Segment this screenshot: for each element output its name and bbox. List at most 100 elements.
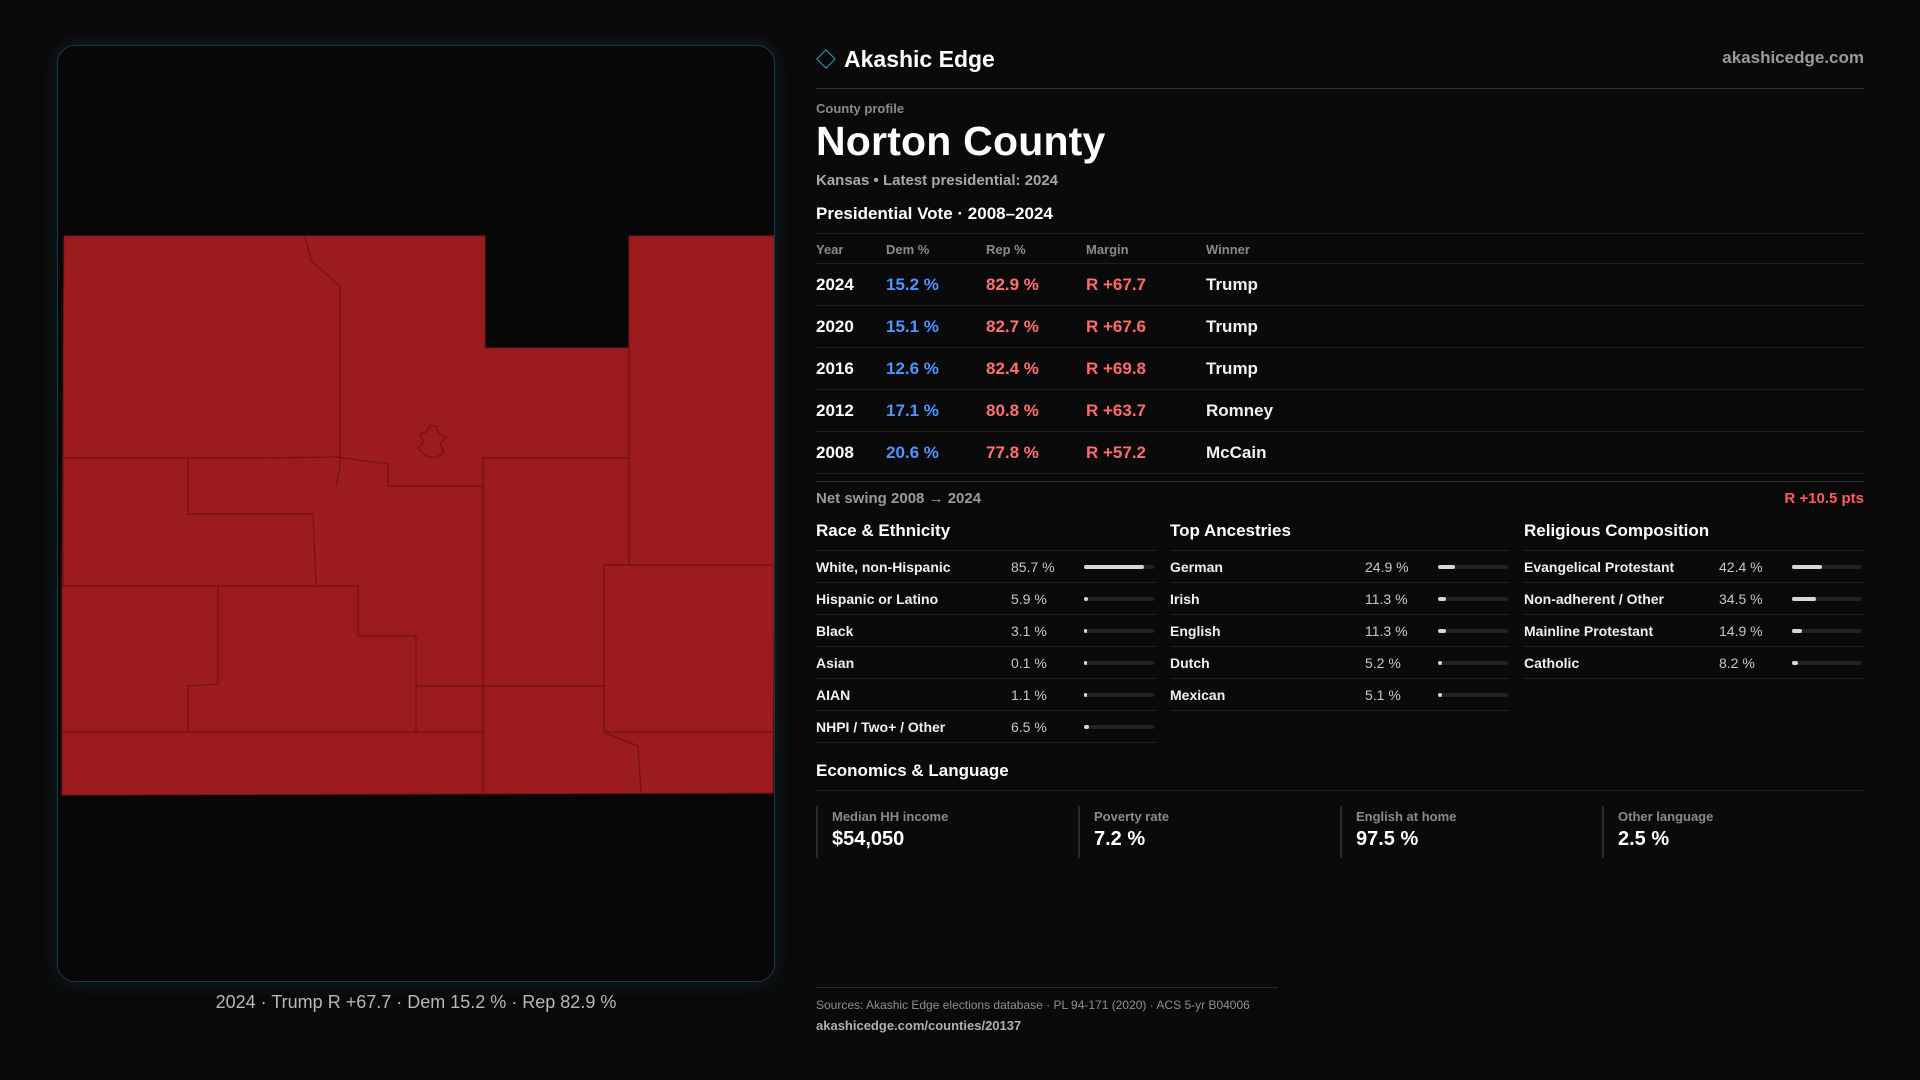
net-swing-value: R +10.5 pts xyxy=(1784,490,1864,507)
header-rep: Rep % xyxy=(986,242,1026,257)
county-url-link[interactable]: akashicedge.com/counties/20137 xyxy=(816,1018,1022,1033)
item-label: Non-adherent / Other xyxy=(1524,590,1665,607)
row-year: 2016 xyxy=(816,358,854,378)
list-item: Dutch 5.2 % xyxy=(1170,647,1510,679)
share-bar xyxy=(1792,628,1862,633)
row-margin: R +63.7 xyxy=(1086,400,1147,420)
share-bar xyxy=(1438,628,1508,633)
row-margin: R +67.6 xyxy=(1086,316,1147,336)
row-year: 2012 xyxy=(816,400,854,420)
section-divider xyxy=(816,790,1864,791)
brand[interactable]: Akashic Edge xyxy=(816,44,995,74)
share-bar xyxy=(1084,564,1154,569)
list-item: German 24.9 % xyxy=(1170,551,1510,583)
share-bar-fill xyxy=(1084,724,1089,729)
township-boundaries xyxy=(62,235,774,794)
share-bar xyxy=(1438,564,1508,569)
footer-divider xyxy=(816,987,1278,988)
row-dem: 15.1 % xyxy=(886,316,939,336)
share-bar xyxy=(1084,596,1154,601)
row-year: 2020 xyxy=(816,316,854,336)
share-bar-fill xyxy=(1438,596,1446,601)
map-caption: 2024 · Trump R +67.7 · Dem 15.2 % · Rep … xyxy=(215,992,617,1012)
row-dem: 17.1 % xyxy=(886,400,939,420)
row-margin: R +69.8 xyxy=(1086,358,1147,378)
list-item: Catholic 8.2 % xyxy=(1524,647,1864,679)
section-title: Race & Ethnicity xyxy=(816,521,1156,551)
religion-section: Religious Composition Evangelical Protes… xyxy=(1524,521,1864,679)
share-bar xyxy=(1438,596,1508,601)
brand-name: Akashic Edge xyxy=(844,45,995,72)
row-margin: R +57.2 xyxy=(1086,442,1147,462)
presidential-vote-title: Presidential Vote · 2008–2024 xyxy=(816,204,1053,223)
item-label: White, non-Hispanic xyxy=(816,558,951,575)
share-bar xyxy=(1792,564,1862,569)
list-item: Black 3.1 % xyxy=(816,615,1156,647)
row-winner: Trump xyxy=(1206,316,1258,336)
list-item: Mexican 5.1 % xyxy=(1170,679,1510,711)
table-row: 2020 15.1 % 82.7 % R +67.6 Trump xyxy=(816,306,1864,348)
item-value: 14.9 % xyxy=(1719,622,1763,639)
sources-text: Sources: Akashic Edge elections database… xyxy=(816,998,1250,1012)
list-item: NHPI / Two+ / Other 6.5 % xyxy=(816,711,1156,743)
item-label: English xyxy=(1170,622,1221,639)
share-bar-fill xyxy=(1084,628,1087,633)
share-bar-fill xyxy=(1084,596,1089,601)
share-bar xyxy=(1792,596,1862,601)
share-bar xyxy=(1792,660,1862,665)
item-label: Irish xyxy=(1170,590,1200,607)
row-rep: 80.8 % xyxy=(986,400,1039,420)
row-dem: 15.2 % xyxy=(886,274,939,294)
stat-label: Poverty rate xyxy=(1094,809,1170,824)
list-item: Non-adherent / Other 34.5 % xyxy=(1524,583,1864,615)
stat-value: 2.5 % xyxy=(1618,828,1670,850)
row-winner: McCain xyxy=(1206,442,1267,462)
stat-label: Other language xyxy=(1618,809,1714,824)
race-ethnicity-section: Race & Ethnicity White, non-Hispanic 85.7… xyxy=(816,521,1156,743)
share-bar-fill xyxy=(1438,692,1442,697)
stat-value: 97.5 % xyxy=(1356,828,1419,850)
economics-grid: Median HH income $54,050 Poverty rate 7.… xyxy=(816,806,1864,858)
share-bar xyxy=(1438,692,1508,697)
map-panel xyxy=(57,45,775,982)
table-header: Year Dem % Rep % Margin Winner xyxy=(816,236,1864,264)
row-dem: 20.6 % xyxy=(886,442,939,462)
list-item: AIAN 1.1 % xyxy=(816,679,1156,711)
item-label: German xyxy=(1170,558,1223,575)
swing-divider xyxy=(816,481,1864,482)
county-map xyxy=(61,235,774,796)
item-value: 11.3 % xyxy=(1365,622,1408,639)
table-row: 2024 15.2 % 82.9 % R +67.7 Trump xyxy=(816,264,1864,306)
row-year: 2024 xyxy=(816,274,854,294)
item-label: Mexican xyxy=(1170,686,1226,703)
list-item: Irish 11.3 % xyxy=(1170,583,1510,615)
item-value: 1.1 % xyxy=(1011,686,1047,703)
economics-title: Economics & Language xyxy=(816,761,1009,780)
item-value: 85.7 % xyxy=(1011,558,1055,575)
row-winner: Romney xyxy=(1206,400,1274,420)
stat-english-at-home: English at home 97.5 % xyxy=(1340,806,1602,858)
ancestries-section: Top Ancestries German 24.9 % Irish 11.3 % … xyxy=(1170,521,1510,711)
share-bar-fill xyxy=(1792,596,1817,601)
row-rep: 82.7 % xyxy=(986,316,1039,336)
profile-kicker: County profile xyxy=(816,101,905,116)
list-item: English 11.3 % xyxy=(1170,615,1510,647)
list-item: Mainline Protestant 14.9 % xyxy=(1524,615,1864,647)
item-label: Dutch xyxy=(1170,654,1210,671)
item-value: 3.1 % xyxy=(1011,622,1047,639)
share-bar-fill xyxy=(1438,564,1456,569)
item-value: 6.5 % xyxy=(1011,718,1047,735)
presidential-vote-table: Year Dem % Rep % Margin Winner 2024 15.2… xyxy=(816,236,1864,474)
share-bar-fill xyxy=(1792,660,1798,665)
stat-value: 7.2 % xyxy=(1094,828,1146,850)
stat-value: $54,050 xyxy=(832,828,905,850)
header-divider xyxy=(816,88,1864,89)
stat-other-language: Other language 2.5 % xyxy=(1602,806,1864,858)
item-label: Black xyxy=(816,622,854,639)
county-shape[interactable] xyxy=(61,235,774,796)
item-value: 5.9 % xyxy=(1011,590,1047,607)
row-rep: 82.4 % xyxy=(986,358,1039,378)
diamond-icon xyxy=(816,49,836,69)
brand-domain-link[interactable]: akashicedge.com xyxy=(1722,48,1864,67)
share-bar-fill xyxy=(1792,628,1803,633)
